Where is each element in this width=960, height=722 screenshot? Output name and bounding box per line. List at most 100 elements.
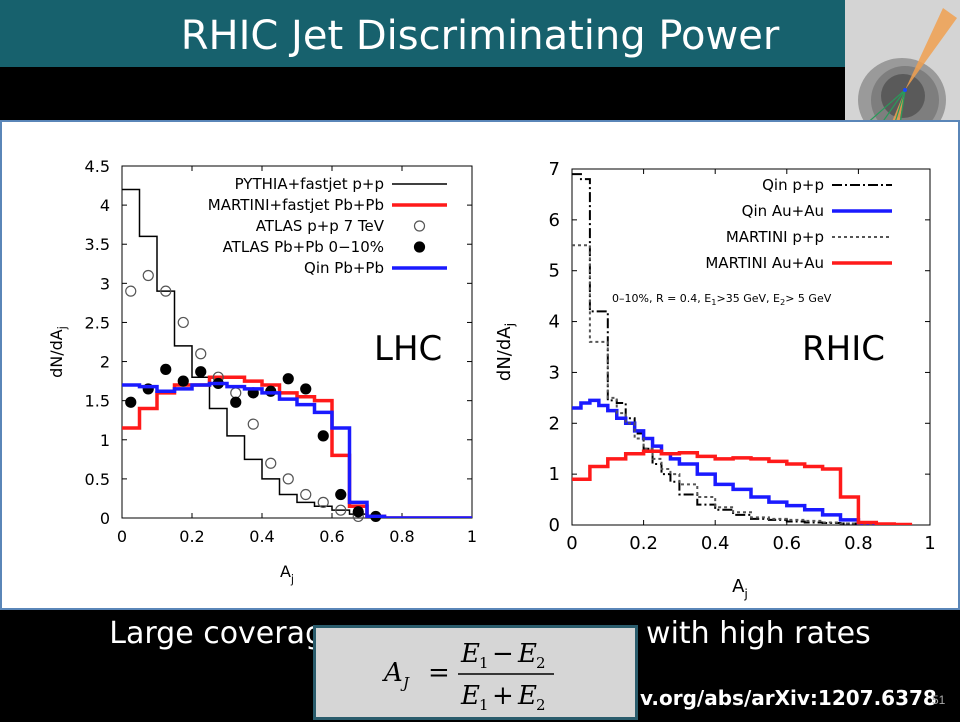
- chart-lhc-series-atlas-p-p-7-tev-point: [317, 496, 329, 508]
- formula-den-sub1: 1: [479, 696, 489, 714]
- chart-lhc-legend-label: ATLAS Pb+Pb 0−10%: [223, 238, 384, 256]
- chart-lhc-series-atlas-p-p-7-tev-point: [195, 348, 207, 360]
- formula-den-e2: E: [517, 681, 537, 711]
- chart-rhic-annotation: 0–10%, R = 0.4, E1>35 GeV, E2> 5 GeV: [612, 292, 832, 307]
- chart-lhc-series-atlas-p-p-7-tev-point: [177, 316, 189, 329]
- title-bar: [0, 0, 960, 67]
- chart-lhc-series-atlas-pb-pb-0-10--point: [125, 396, 137, 408]
- chart-rhic-panel-label: RHIC: [802, 329, 885, 369]
- chart-lhc-ytick-label: 1: [100, 431, 110, 450]
- chart-rhic-xtick-label: 0.4: [701, 533, 730, 554]
- chart-lhc-xtick-label: 0.8: [389, 527, 414, 546]
- formula-plus: +: [492, 681, 514, 711]
- chart-rhic-ytick-label: 7: [549, 159, 560, 180]
- chart-rhic-ytick-label: 1: [549, 464, 560, 485]
- chart-rhic-legend-label: Qin Au+Au: [742, 202, 824, 220]
- chart-lhc-series-atlas-p-p-7-tev-point: [247, 418, 259, 430]
- chart-rhic-ytick-label: 0: [549, 515, 560, 536]
- chart-lhc-xtick-label: 0.6: [319, 527, 344, 546]
- chart-lhc-frame: [121, 165, 473, 519]
- chart-rhic-series-martini-au-au: [572, 449, 913, 525]
- formula-num-sub1: 1: [479, 654, 489, 672]
- chart-lhc-xlabel: Aj: [280, 562, 294, 586]
- chart-lhc-series-atlas-p-p-7-tev-point: [282, 473, 294, 485]
- chart-rhic-legend-label: Qin p+p: [762, 176, 824, 194]
- formula-den-e1: E: [460, 681, 480, 711]
- chart-lhc-ytick-label: 2: [100, 353, 110, 372]
- chart-rhic-ytick-label: 6: [549, 210, 560, 231]
- formula-box: A J = E 1 − E 2 E 1 + E 2: [313, 625, 638, 720]
- formula-num-e1: E: [460, 639, 480, 669]
- chart-lhc-series-atlas-pb-pb-0-10--point: [335, 488, 347, 501]
- chart-lhc-xtick-label: 0.2: [179, 527, 204, 546]
- caption-right: with high rates: [646, 616, 871, 651]
- chart-rhic-frame: [571, 168, 931, 526]
- formula-num-e2: E: [517, 639, 537, 669]
- chart-lhc-series-atlas-pb-pb-0-10--point: [282, 373, 294, 385]
- chart-lhc-series-atlas-p-p-7-tev-point: [300, 488, 312, 501]
- chart-lhc-series-atlas-pb-pb-0-10--point: [352, 506, 364, 518]
- caption-left: Large coverag: [109, 616, 325, 651]
- formula-equals: =: [428, 658, 450, 688]
- chart-lhc-legend-label: ATLAS p+p 7 TeV: [256, 217, 385, 235]
- formula-lhs-sub: J: [400, 674, 410, 692]
- chart-lhc-ytick-label: 3: [100, 274, 110, 293]
- chart-rhic-ytick-label: 3: [549, 362, 560, 383]
- chart-rhic-xlabel: Aj: [732, 576, 748, 601]
- chart-lhc-ytick-label: 4.5: [85, 157, 110, 176]
- formula-lhs: A: [382, 658, 403, 688]
- slide-title: RHIC Jet Discriminating Power: [180, 13, 780, 59]
- chart-lhc-ytick-label: 2.5: [85, 313, 110, 332]
- aj-formula: A J = E 1 − E 2 E 1 + E 2: [382, 639, 554, 714]
- chart-lhc-legend-label: MARTINI+fastjet Pb+Pb: [208, 196, 384, 214]
- chart-rhic-xtick-label: 0.8: [844, 533, 873, 554]
- chart-lhc-series-atlas-p-p-7-tev-point: [230, 387, 242, 399]
- chart-lhc-ytick-label: 0: [100, 509, 110, 528]
- slide-number: 51: [932, 693, 946, 707]
- chart-rhic-legend-label: MARTINI Au+Au: [705, 254, 824, 272]
- chart-lhc-legend-label: PYTHIA+fastjet p+p: [235, 175, 384, 193]
- chart-lhc-series-atlas-pb-pb-0-10--point: [230, 396, 242, 408]
- chart-rhic-xtick-label: 0.6: [772, 533, 801, 554]
- chart-lhc-xtick-label: 1: [467, 527, 477, 546]
- chart-lhc-xtick-label: 0.4: [249, 527, 274, 546]
- chart-lhc-ytick-label: 0.5: [85, 470, 110, 489]
- chart-rhic-ytick-label: 5: [549, 261, 560, 282]
- plots-panel: 0 0.2 0.4 0.6 0.8 1 0 0.5 1 1.5 2 2.5 3 3.5 4 4.5 dN/dAj…: [0, 120, 960, 610]
- chart-lhc-series-qin-pb-pb: [122, 381, 472, 518]
- chart-rhic-ylabel: dN/dAj: [494, 323, 517, 381]
- chart-lhc-ytick-label: 1.5: [85, 392, 110, 411]
- chart-rhic-xtick-label: 0: [566, 533, 577, 554]
- chart-lhc-panel-label: LHC: [374, 329, 442, 369]
- formula-den-sub2: 2: [536, 696, 546, 714]
- chart-lhc-series-atlas-p-p-7-tev-point: [142, 269, 154, 282]
- chart-lhc-series-atlas-pb-pb-0-10--point: [195, 366, 207, 378]
- chart-lhc-legend-label: Qin Pb+Pb: [304, 259, 384, 277]
- chart-lhc-series-atlas-p-p-7-tev-point: [335, 504, 347, 516]
- chart-rhic-ytick-label: 2: [549, 413, 560, 434]
- chart-rhic-xtick-label: 1: [924, 533, 935, 554]
- chart-lhc-xtick-label: 0: [117, 527, 127, 546]
- charts-canvas: 0 0.2 0.4 0.6 0.8 1 0 0.5 1 1.5 2 2.5 3 3.5 4 4.5 dN/dAj…: [47, 157, 936, 601]
- chart-lhc-legend-swatch: [413, 220, 426, 232]
- chart-rhic-ytick-label: 4: [549, 312, 560, 333]
- chart-rhic-legend-label: MARTINI p+p: [726, 228, 824, 246]
- reference-link[interactable]: v.org/abs/arXiv:1207.6378: [640, 686, 937, 710]
- chart-lhc-series-atlas-p-p-7-tev-point: [265, 457, 277, 469]
- chart-lhc-series-atlas-pb-pb-0-10--point: [177, 375, 189, 387]
- chart-lhc-series-atlas-pb-pb-0-10--point: [160, 363, 172, 375]
- chart-lhc-series-atlas-pb-pb-0-10--point: [300, 383, 312, 395]
- formula-num-sub2: 2: [536, 654, 546, 672]
- chart-lhc-ytick-label: 4: [100, 196, 110, 215]
- chart-lhc-series-atlas-p-p-7-tev-point: [160, 285, 172, 297]
- chart-rhic-series-qin-au-au: [572, 398, 877, 525]
- slide-caption: Large coverag with high rates: [0, 616, 960, 651]
- chart-lhc-ylabel: dN/dAj: [47, 326, 69, 378]
- formula-minus: −: [492, 639, 514, 669]
- chart-lhc-legend-swatch: [413, 241, 426, 253]
- chart-rhic-xtick-label: 0.2: [629, 533, 658, 554]
- chart-lhc-ytick-label: 3.5: [85, 235, 110, 254]
- chart-rhic-series-martini-p-p: [572, 244, 877, 525]
- chart-lhc-series-atlas-pb-pb-0-10--point: [317, 430, 329, 442]
- chart-lhc-series-atlas-p-p-7-tev-point: [125, 285, 137, 297]
